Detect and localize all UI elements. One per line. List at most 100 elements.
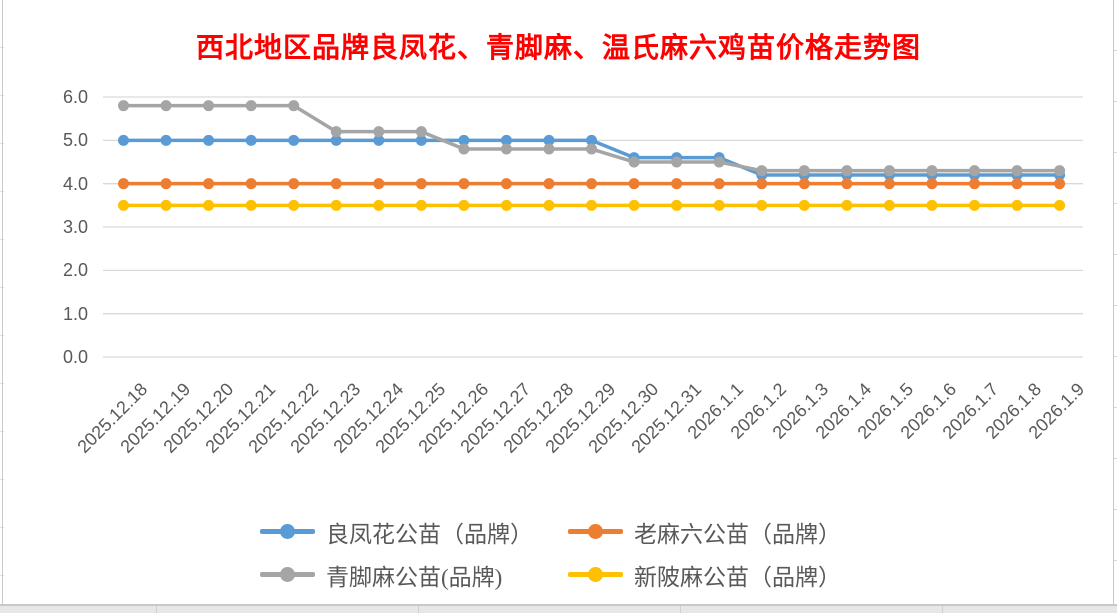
data-point-qingjiaoma [118,100,129,112]
data-point-liangfenghua [373,134,385,146]
data-point-xinpima [841,199,853,211]
legend-marker-icon [260,524,315,540]
data-point-laomaliu [1054,178,1066,190]
legend-marker-icon [260,567,315,583]
series-liangfenghua-line[interactable] [118,134,1066,181]
data-point-xinpima [628,199,640,211]
data-point-qingjiaoma [756,165,768,177]
y-tick-label: 3.0 [62,217,88,237]
data-point-xinpima [883,199,895,211]
legend-item-liangfenghua[interactable]: 良凤花公苗（品牌） [260,515,568,549]
data-point-qingjiaoma [671,156,683,168]
legend-item-xinpima[interactable]: 新陂麻公苗（品牌） [568,558,841,592]
sheet-gridline-bottom [0,604,1117,606]
data-point-laomaliu [883,178,895,190]
legend-label: 新陂麻公苗（品牌） [634,564,841,590]
data-point-laomaliu [330,178,342,190]
legend-marker-icon [568,567,623,583]
data-point-xinpima [713,199,725,211]
data-point-xinpima [288,199,300,211]
data-point-xinpima [969,199,980,211]
data-point-qingjiaoma [969,165,980,177]
data-point-laomaliu [798,178,810,190]
data-point-liangfenghua [415,134,427,146]
chart-title: 西北地区品牌良凤花、青脚麻、温氏麻六鸡苗价格走势图 [195,33,921,64]
y-tick-label: 5.0 [62,130,88,151]
data-point-qingjiaoma [586,143,598,155]
series-laomaliu-line[interactable] [118,178,1066,190]
data-point-liangfenghua [203,134,215,146]
data-point-liangfenghua [330,134,342,146]
data-point-xinpima [373,199,385,211]
data-point-laomaliu [1011,178,1023,190]
data-point-qingjiaoma [415,126,427,138]
data-point-liangfenghua [245,134,257,146]
data-point-qingjiaoma [713,156,725,168]
legend-label: 良凤花公苗（品牌） [326,521,533,547]
data-point-laomaliu [713,178,725,190]
data-point-laomaliu [671,178,683,190]
data-point-qingjiaoma [543,143,555,155]
data-point-laomaliu [160,178,172,190]
data-point-xinpima [203,199,215,211]
data-point-qingjiaoma [288,100,300,112]
data-point-xinpima [160,199,172,211]
data-point-qingjiaoma [245,100,257,112]
legend-item-laomaliu[interactable]: 老麻六公苗（品牌） [568,515,841,549]
legend: 良凤花公苗（品牌） 老麻六公苗（品牌） 青脚麻公苗(品牌) 新陂麻公苗（品牌） [260,510,841,596]
y-tick-label: 1.0 [62,303,88,324]
data-point-laomaliu [203,178,215,190]
series-xinpima-line[interactable] [118,199,1066,211]
data-point-laomaliu [628,178,640,190]
data-point-qingjiaoma [926,165,938,177]
data-point-liangfenghua [118,134,129,146]
data-point-laomaliu [756,178,768,190]
sheet-column-gridlines-bottom [0,606,1117,613]
data-point-qingjiaoma [203,100,215,112]
data-point-qingjiaoma [160,100,172,112]
data-point-laomaliu [841,178,853,190]
data-point-liangfenghua [288,134,300,146]
data-point-xinpima [543,199,555,211]
data-point-laomaliu [415,178,427,190]
data-point-xinpima [500,199,512,211]
y-tick-label: 0.0 [62,347,88,367]
sheet-row-gridlines-right [1113,0,1117,613]
sheet-gridline-right [1113,0,1114,613]
data-point-xinpima [926,199,938,211]
data-point-qingjiaoma [1011,165,1023,177]
data-point-laomaliu [926,178,938,190]
data-point-xinpima [330,199,342,211]
data-point-laomaliu [245,178,257,190]
y-tick-label: 4.0 [62,173,88,194]
data-point-liangfenghua [543,134,555,146]
data-point-xinpima [1054,199,1066,211]
data-point-qingjiaoma [841,165,853,177]
data-point-xinpima [798,199,810,211]
data-point-laomaliu [118,178,129,190]
series-qingjiaoma-line[interactable] [118,100,1066,177]
data-point-xinpima [458,199,470,211]
data-point-xinpima [118,199,129,211]
sheet-gridline-left [2,0,3,613]
data-point-qingjiaoma [330,126,342,138]
data-point-liangfenghua [586,134,598,146]
legend-label: 老麻六公苗（品牌） [634,521,841,547]
data-point-xinpima [586,199,598,211]
data-point-liangfenghua [500,134,512,146]
data-point-laomaliu [543,178,555,190]
data-point-laomaliu [373,178,385,190]
data-point-xinpima [671,199,683,211]
data-point-laomaliu [969,178,980,190]
data-point-xinpima [756,199,768,211]
legend-marker-icon [568,524,623,540]
data-point-xinpima [415,199,427,211]
data-point-liangfenghua [160,134,172,146]
data-point-qingjiaoma [628,156,640,168]
data-point-qingjiaoma [458,143,470,155]
data-point-laomaliu [288,178,300,190]
legend-item-qingjiaoma[interactable]: 青脚麻公苗(品牌) [260,558,568,592]
data-point-qingjiaoma [500,143,512,155]
